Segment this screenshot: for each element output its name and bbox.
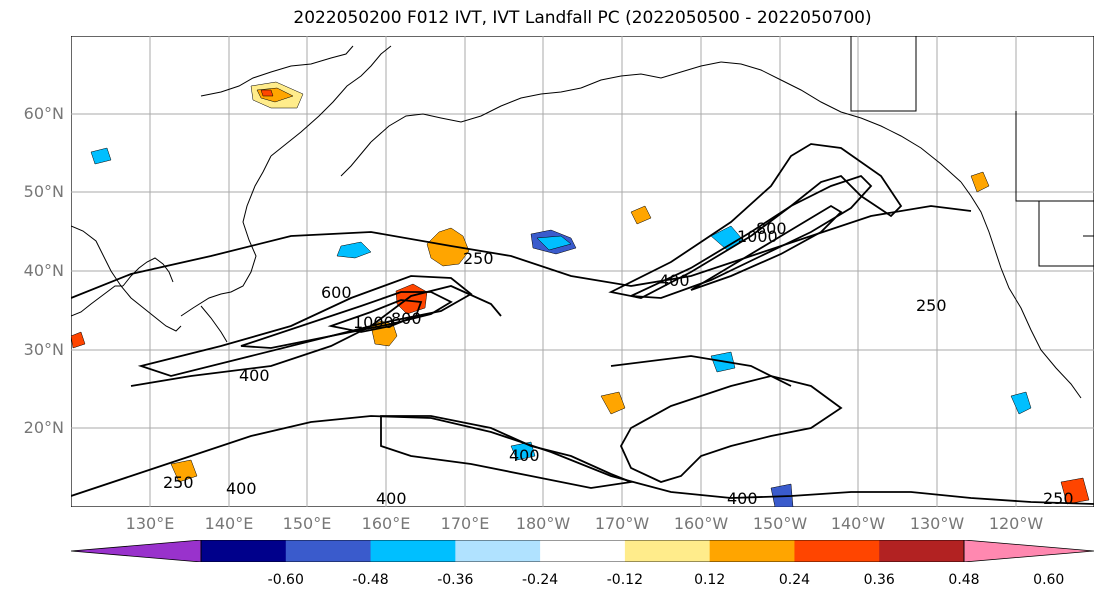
colorbar [71,540,1094,562]
contour-label: 250 [463,249,494,268]
contour-label: 400 [239,366,270,385]
lon-label: 170°E [440,514,490,533]
lon-label: 170°W [594,514,650,533]
colorbar-segment [624,540,711,562]
lat-label: 30°N [23,340,64,359]
lon-label: 140°W [830,514,886,533]
contour-label: 800 [756,219,787,238]
lon-label: 150°W [752,514,808,533]
contour-label: 400 [226,479,257,498]
ivt-shading [71,81,1090,507]
contour-label: 1000 [737,227,778,246]
lon-label: 130°W [909,514,965,533]
colorbar-tick-label: 0.48 [948,572,980,588]
contour-label: 400 [509,446,540,465]
colorbar-segment [71,540,202,562]
contour-label: 250 [163,473,194,492]
contour-label: 1000 [353,313,394,332]
colorbar-segment [201,540,287,562]
colorbar-segment [794,540,880,562]
lon-label: 150°E [282,514,332,533]
colorbar-tick-label: -0.24 [521,572,559,588]
colorbar-segment [879,540,965,562]
colorbar-tick-label: 0.12 [694,572,726,588]
coastlines [71,36,1094,399]
lon-label: 140°E [204,514,254,533]
colorbar-tick-label: -0.48 [352,572,389,588]
colorbar-segment [455,540,541,562]
lon-label: 120°W [988,514,1044,533]
colorbar-tick-label: -0.12 [606,572,643,588]
lat-label: 50°N [23,182,64,201]
graticule [71,36,1094,507]
contour-label: 400 [727,489,758,507]
colorbar-tick-label: 0.36 [863,572,895,588]
colorbar-tick-label: 0.24 [778,572,811,588]
contour-label: 800 [391,309,422,328]
contour-label: 400 [376,489,407,507]
colorbar-segment [370,540,456,562]
map-panel: 250 250 250 250 400 400 400 400 400 600 … [71,36,1094,507]
contour-labels: 250 250 250 250 400 400 400 400 400 600 … [163,219,1074,507]
lon-label: 130°E [125,514,175,533]
lon-label: 160°E [361,514,411,533]
contour-label: 600 [321,283,352,302]
colorbar-segment [540,540,626,562]
colorbar-segment [709,540,795,562]
colorbar-tick-label: -0.36 [437,572,474,588]
contour-label: 250 [916,296,947,315]
contour-label: 400 [659,271,690,290]
contour-label: 250 [1043,489,1074,507]
ivt-contours [71,143,1094,505]
map-title: 2022050200 F012 IVT, IVT Landfall PC (20… [293,8,872,28]
lat-label: 60°N [23,104,64,123]
lat-label: 20°N [23,418,64,437]
colorbar-tick-label: 0.60 [1033,572,1065,588]
lat-label: 40°N [23,261,64,280]
lon-label: 180°W [515,514,571,533]
colorbar-segment [963,540,1094,562]
colorbar-segment [285,540,372,562]
colorbar-tick-label: -0.60 [267,572,304,588]
lon-label: 160°W [673,514,729,533]
